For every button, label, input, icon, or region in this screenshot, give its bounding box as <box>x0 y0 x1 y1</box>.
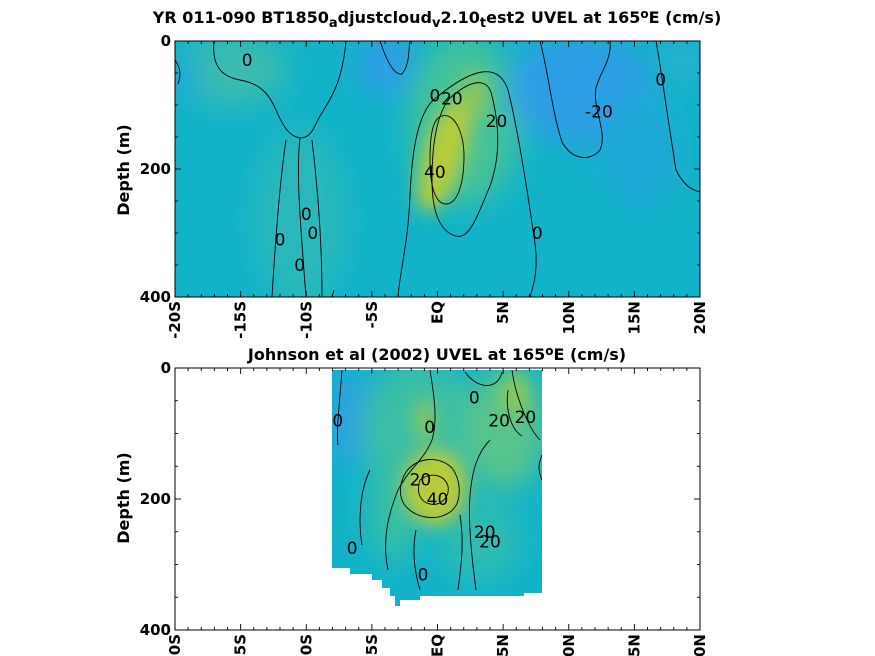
title-part: 2.10 <box>440 8 479 27</box>
title-part: v <box>432 16 441 31</box>
x-tick-label: -20S <box>166 301 184 339</box>
x-tick-label: 15N <box>625 634 643 656</box>
title-part: est2 UVEL at 165 <box>486 8 640 27</box>
contour-label: -20 <box>585 102 613 122</box>
heatmap-field-model <box>175 41 700 297</box>
contours-model <box>175 41 700 297</box>
contour-label: 20 <box>486 112 508 132</box>
contour-label: 20 <box>479 533 501 553</box>
panel-observations: Johnson et al (2002) UVEL at 165oE (cm/s… <box>114 344 709 656</box>
contour-label: 0 <box>418 565 429 585</box>
title-part: djustcloud <box>338 8 432 27</box>
contour-label: 20 <box>441 90 463 110</box>
x-axis-model: -20S -15S -10S -5S EQ 5N 10N 15N 20N <box>166 41 709 339</box>
contour-label: 0 <box>332 411 343 431</box>
x-tick-label: -20S <box>166 634 184 656</box>
chart-title-observations: Johnson et al (2002) UVEL at 165oE (cm/s… <box>247 344 626 364</box>
contour-label: 0 <box>655 70 666 90</box>
x-tick-label: 20N <box>691 301 709 334</box>
contour-label: 0 <box>242 51 253 71</box>
y-axis-label-model: Depth (m) <box>114 124 133 216</box>
x-tick-label: 20N <box>691 634 709 656</box>
contour-label: 40 <box>424 163 446 183</box>
contour-label: 0 <box>469 388 480 408</box>
contour-label: 20 <box>410 470 432 490</box>
x-tick-label: -5S <box>363 301 381 328</box>
title-part: t <box>480 16 486 31</box>
contour-label: 40 <box>427 490 449 510</box>
panel-model: YR 011-090 BT1850adjustcloudv2.10test2 U… <box>114 7 721 339</box>
x-tick-label: -10S <box>297 634 315 656</box>
contour-label: 20 <box>474 523 496 543</box>
y-tick-label: 400 <box>140 288 171 306</box>
contour-label: 0 <box>275 230 286 250</box>
x-tick-label: -15S <box>232 634 250 656</box>
contour-label: 0 <box>307 224 318 244</box>
x-tick-label: EQ <box>429 301 447 324</box>
x-tick-label: EQ <box>429 634 447 656</box>
y-tick-label: 200 <box>140 160 171 178</box>
x-tick-label: 15N <box>625 301 643 334</box>
x-tick-label: -10S <box>297 301 315 339</box>
title-part: YR 011-090 BT1850 <box>152 8 329 27</box>
title-part: E (cm/s) <box>553 345 626 364</box>
y-tick-label: 0 <box>161 32 171 50</box>
title-part: a <box>329 16 338 31</box>
contour-label: 0 <box>532 224 543 244</box>
chart-title-model: YR 011-090 BT1850adjustcloudv2.10test2 U… <box>152 7 722 31</box>
y-tick-label: 400 <box>140 621 171 639</box>
title-part: o <box>545 344 553 358</box>
x-tick-label: 10N <box>560 301 578 334</box>
y-axis-label-observations: Depth (m) <box>114 452 133 544</box>
contour-label: 0 <box>294 256 305 276</box>
x-tick-label: 5N <box>494 634 512 656</box>
y-tick-label: 0 <box>161 359 171 377</box>
contour-label: 20 <box>488 411 510 431</box>
contour-label: 0 <box>347 539 358 559</box>
contour-label: 0 <box>301 205 312 225</box>
x-tick-label: -15S <box>232 301 250 339</box>
contour-label: 0 <box>424 418 435 438</box>
title-part: o <box>640 7 648 21</box>
y-tick-label: 200 <box>140 490 171 508</box>
contour-label: 20 <box>515 408 537 428</box>
title-part: Johnson et al (2002) UVEL at 165 <box>247 345 545 364</box>
title-part: E (cm/s) <box>649 8 722 27</box>
contours-observations <box>337 370 542 591</box>
heatmap-field-observations <box>332 370 542 606</box>
x-tick-label: -5S <box>363 634 381 656</box>
x-axis-observations: -20S -15S -10S -5S EQ 5N 10N 15N 20N <box>166 368 709 656</box>
contour-label: 0 <box>429 86 440 106</box>
x-tick-label: 10N <box>560 634 578 656</box>
x-tick-label: 5N <box>494 301 512 324</box>
